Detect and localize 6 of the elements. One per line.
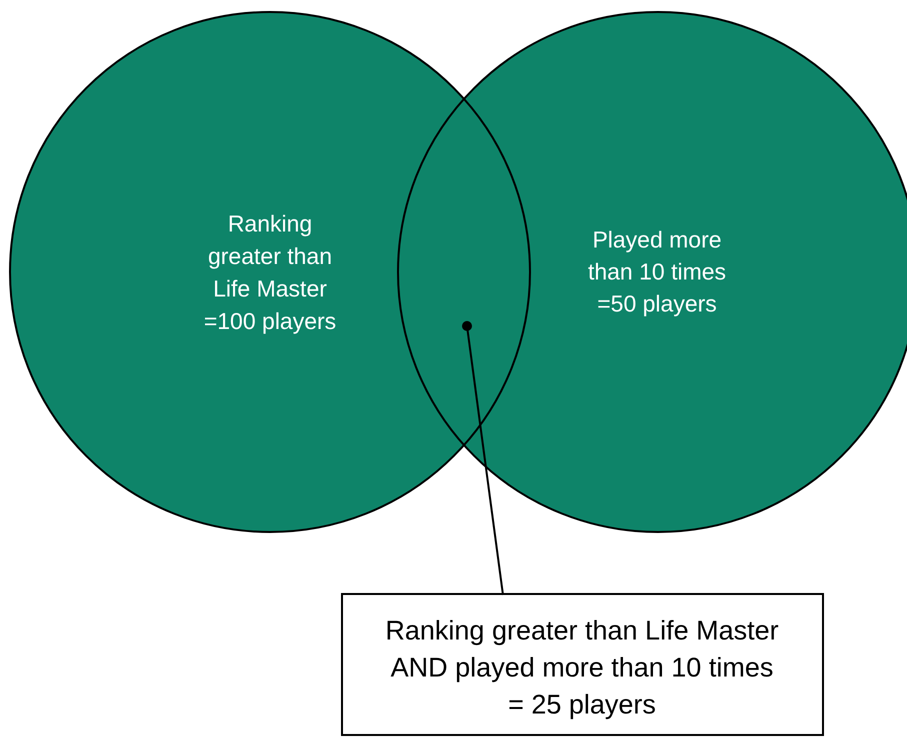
category-label: Ranking greater than Life Master [208,210,332,302]
data-label: =100 players [204,308,336,334]
data-label: = 25 players [508,689,656,720]
category-label: Played more than 10 times [588,226,726,284]
data-label: =50 players [597,290,717,316]
category-label: Ranking greater than Life Master AND played more than 10 times [385,615,779,682]
